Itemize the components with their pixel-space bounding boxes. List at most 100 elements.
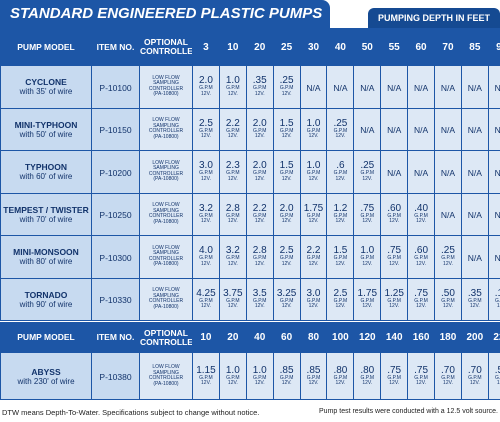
depth-header: 100 [327,323,354,352]
flow-unit: G.P.M [360,212,375,219]
flow-cell: N/A [435,66,461,108]
flow-unit: G.P.M [252,297,267,304]
wire-length: with 35' of wire [19,87,73,97]
flow-unit: G.P.M [441,374,455,381]
flow-cell: .25 G.P.M 12V. [273,66,300,108]
flow-cell: .6 G.P.M 12V. [327,151,354,193]
flow-cell: 1.15 G.P.M 12V. [193,353,219,399]
flow-cell: 2.5 G.P.M 12V. [273,236,300,278]
voltage: 12V. [362,303,373,310]
depth-header: 220 [488,323,500,352]
voltage: 12V. [254,303,265,310]
controller-text: LOW FLOW [152,117,180,124]
voltage: 12V. [254,218,265,225]
flow-unit: G.P.M [279,85,294,92]
flow-unit: G.P.M [306,297,321,304]
voltage: 12V. [308,133,319,140]
voltage: 12V. [308,175,319,182]
flow-cell: N/A [327,66,354,108]
flow-cell: 1.5 G.P.M 12V. [273,108,300,150]
flow-unit: G.P.M [279,212,294,219]
flow-unit: G.P.M [252,85,267,92]
controller-text: CONTROLLER [148,128,184,135]
depth-header: 10 [193,323,219,352]
flow-cell: N/A [488,151,500,193]
flow-value: .75 [414,364,429,376]
flow-cell: .85 G.P.M 12V. [300,353,327,399]
flow-value: 1.0 [252,364,267,376]
item-number: P-10150 [99,125,132,136]
flow-value: 2.8 [225,202,240,214]
flow-na: N/A [387,82,402,93]
flow-na: N/A [467,82,482,93]
voltage: 12V. [201,90,211,97]
controller-text: (PA-10800) [153,218,179,225]
flow-value: .35 [467,287,482,299]
flow-value: 2.5 [198,117,213,129]
flow-value: .35 [252,75,267,87]
flow-cell: 2.8 G.P.M 12V. [219,193,246,235]
flow-value: .60 [414,245,429,257]
depth-header: 20 [246,29,273,65]
flow-cell: .60 G.P.M 12V. [381,193,408,235]
flow-value: 2.2 [225,117,240,129]
flow-na: N/A [440,210,456,221]
flow-cell: 3.25 G.P.M 12V. [273,278,300,320]
flow-cell: N/A [461,66,488,108]
flow-cell: .85 G.P.M 12V. [273,353,300,399]
flow-unit: G.P.M [252,170,267,177]
flow-unit: G.P.M [199,85,213,92]
flow-na: N/A [467,167,482,178]
voltage: 12V. [227,133,238,140]
flow-na: N/A [440,82,456,93]
voltage: 12V. [496,303,500,310]
depth-header: 40 [246,323,273,352]
flow-cell: .75 G.P.M 12V. [381,353,408,399]
flow-value: 3.0 [306,287,321,299]
flow-unit: G.P.M [226,212,240,219]
model-cell: ABYSS with 230' of wire [1,353,91,399]
flow-cell: .75 G.P.M 12V. [381,236,408,278]
flow-na: N/A [440,125,456,136]
voltage: 12V. [201,260,211,267]
flow-value: 1.5 [279,160,294,172]
voltage: 12V. [443,303,453,310]
flow-cell: 3.75 G.P.M 12V. [219,278,246,320]
flow-unit: G.P.M [494,374,500,381]
flow-unit: G.P.M [252,374,267,381]
voltage: 12V. [362,218,373,225]
flow-value: 2.5 [333,287,348,299]
flow-value: .50 [494,364,500,376]
flow-cell: .60 G.P.M 12V. [408,236,435,278]
depth-header: 180 [435,323,461,352]
flow-value: 1.0 [225,75,240,87]
flow-cell: 3.5 G.P.M 12V. [246,278,273,320]
voltage: 12V. [469,303,480,310]
flow-cell: .75 G.P.M 12V. [408,278,435,320]
flow-na: N/A [467,210,482,221]
voltage: 12V. [443,260,453,267]
column-header: ITEM NO. [92,29,139,65]
flow-value: 4.0 [198,245,213,257]
controller-text: CONTROLLER [148,375,184,381]
depth-header: 85 [461,29,488,65]
depth-header: 25 [273,29,300,65]
flow-cell: 3.0 G.P.M 12V. [193,151,219,193]
controller-text: LOW FLOW [152,244,180,251]
voltage: 12V. [201,380,211,386]
depth-header: 50 [354,29,381,65]
flow-value: .75 [387,364,402,376]
voltage: 12V. [201,133,211,140]
flow-na: N/A [360,125,375,136]
flow-na: N/A [413,82,429,93]
voltage: 12V. [469,380,480,386]
flow-cell: .70 G.P.M 12V. [461,353,488,399]
flow-value: 1.2 [333,202,348,214]
voltage: 12V. [281,303,292,310]
pump-row: ABYSS with 230' of wire P-10380 LOW FLOW SAM… [1,353,500,399]
flow-cell: 2.5 G.P.M 12V. [193,108,219,150]
flow-unit: G.P.M [333,255,348,262]
item-cell: P-10300 [92,236,139,278]
